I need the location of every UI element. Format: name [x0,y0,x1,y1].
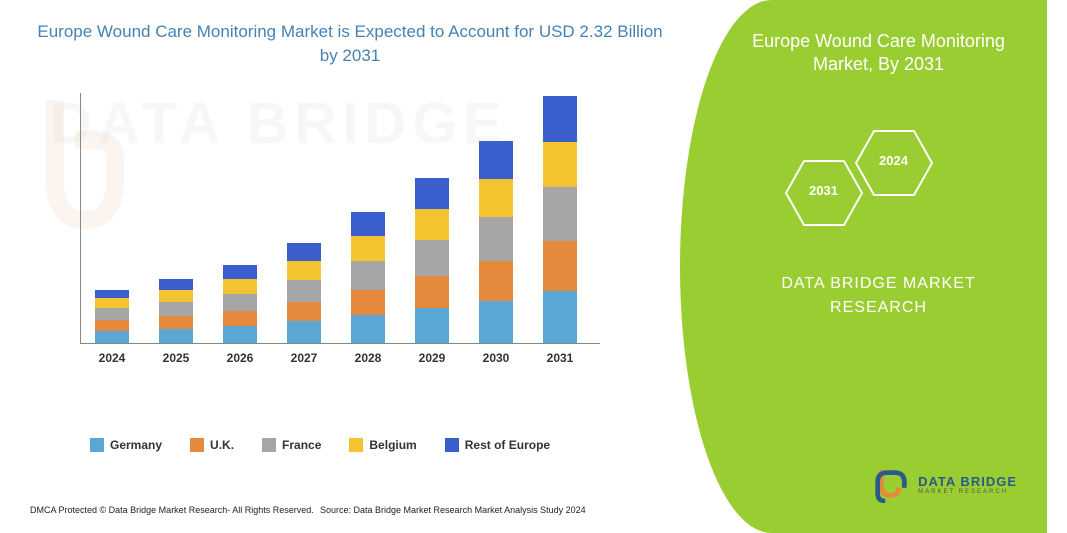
bar-segment [543,142,577,187]
bar-segment [223,326,257,343]
bar-stack [223,265,257,343]
brand-text: DATA BRIDGE MARKET RESEARCH [680,272,1047,320]
bar-segment [415,178,449,209]
page-container: DATA BRIDGE Europe Wound Care Monitoring… [0,0,1067,533]
hexagon-label-2024: 2024 [859,153,929,168]
logo-mark-icon [872,465,910,503]
logo-main-text: DATA BRIDGE [918,474,1017,489]
x-axis-label: 2026 [223,351,257,365]
legend-item: Germany [90,438,162,452]
legend-label: Rest of Europe [465,438,550,452]
bar-segment [223,311,257,326]
hexagon-group: 2031 2024 [784,127,944,237]
bar-segment [415,209,449,240]
chart-legend: Germany U.K. France Belgium Rest of Europe [90,438,670,452]
bar-segment [351,212,385,236]
bar-segment [159,316,193,329]
bar-segment [543,187,577,241]
bar-segment [287,280,321,302]
bar-segment [479,301,513,343]
x-axis-label: 2024 [95,351,129,365]
bar-segment [95,331,129,343]
bar-segment [479,217,513,261]
bar-segment [351,315,385,343]
x-axis-label: 2028 [351,351,385,365]
bar-stack [479,141,513,343]
legend-swatch-icon [90,438,104,452]
x-axis-label: 2027 [287,351,321,365]
legend-swatch-icon [349,438,363,452]
bar-segment [159,279,193,290]
logo-text: DATA BRIDGE MARKET RESEARCH [918,474,1017,495]
legend-swatch-icon [262,438,276,452]
bars-container [95,93,577,343]
bar-stack [351,212,385,343]
bar-segment [543,291,577,343]
legend-label: France [282,438,321,452]
bar-stack [287,243,321,343]
bar-segment [287,243,321,261]
footer-source: Source: Data Bridge Market Research Mark… [320,505,586,515]
bar-segment [415,240,449,276]
bar-segment [415,308,449,343]
legend-item: France [262,438,321,452]
y-axis [80,93,81,343]
bar-segment [351,290,385,315]
legend-item: Rest of Europe [445,438,550,452]
bar-segment [95,308,129,320]
hexagon-label-2031: 2031 [789,183,859,198]
x-axis-label: 2025 [159,351,193,365]
bar-segment [287,261,321,280]
bar-segment [223,265,257,279]
bar-stack [543,96,577,343]
bar-stack [95,290,129,343]
bar-segment [479,141,513,179]
bar-segment [287,302,321,321]
footer-dmca: DMCA Protected © Data Bridge Market Rese… [30,505,314,515]
legend-label: Belgium [369,438,416,452]
chart-panel: DATA BRIDGE Europe Wound Care Monitoring… [0,0,700,533]
bar-segment [159,329,193,343]
right-panel-title: Europe Wound Care Monitoring Market, By … [680,0,1047,77]
legend-item: U.K. [190,438,234,452]
x-axis-labels: 2024 2025 2026 2027 2028 2029 2030 2031 [95,351,577,365]
bar-segment [159,302,193,316]
bar-stack [159,279,193,343]
legend-label: Germany [110,438,162,452]
x-axis [80,343,600,344]
logo-sub-text: MARKET RESEARCH [918,489,1017,495]
legend-swatch-icon [445,438,459,452]
bar-segment [95,320,129,331]
bar-segment [479,179,513,217]
legend-item: Belgium [349,438,416,452]
legend-swatch-icon [190,438,204,452]
right-panel: Europe Wound Care Monitoring Market, By … [680,0,1047,533]
legend-label: U.K. [210,438,234,452]
bar-segment [415,276,449,308]
bar-segment [351,261,385,290]
bar-segment [351,236,385,261]
x-axis-label: 2030 [479,351,513,365]
bar-segment [159,290,193,302]
x-axis-label: 2029 [415,351,449,365]
bar-segment [95,298,129,308]
x-axis-label: 2031 [543,351,577,365]
bar-segment [223,279,257,294]
bar-segment [543,96,577,142]
bar-segment [543,241,577,291]
bar-segment [287,321,321,343]
bar-stack [415,178,449,343]
chart-title: Europe Wound Care Monitoring Market is E… [30,20,670,68]
logo-bottom: DATA BRIDGE MARKET RESEARCH [872,465,1017,503]
bar-segment [95,290,129,298]
bar-segment [479,261,513,301]
bar-segment [223,294,257,311]
chart-area: 2024 2025 2026 2027 2028 2029 2030 2031 [80,93,670,383]
